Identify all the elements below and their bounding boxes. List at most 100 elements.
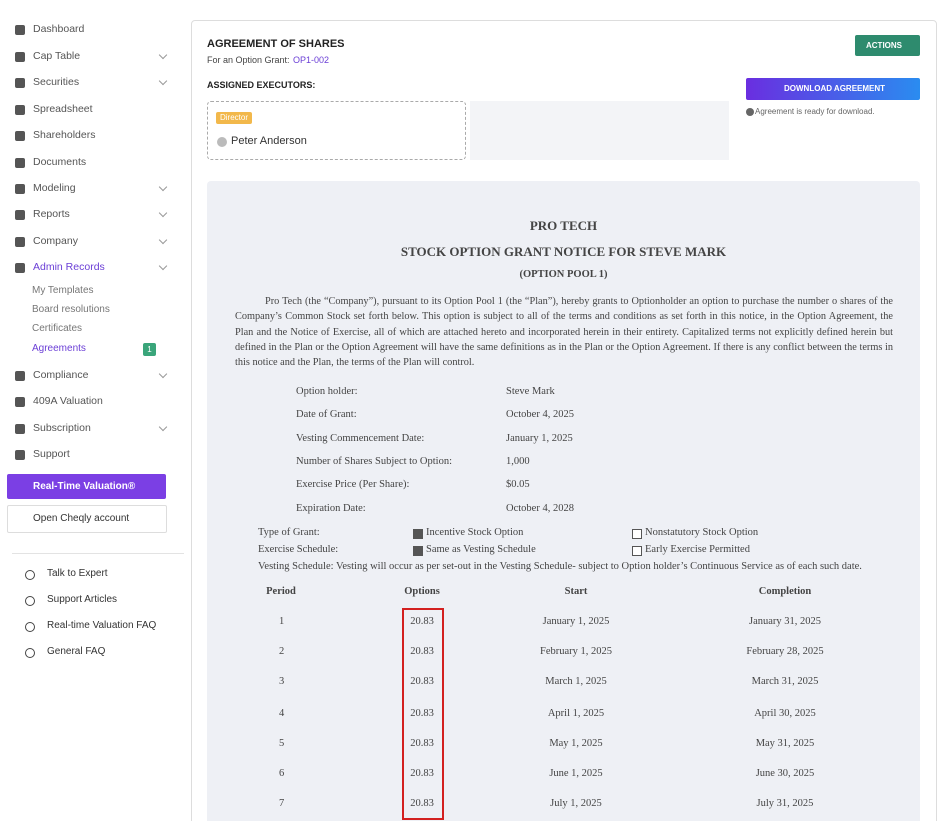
main-card — [191, 20, 937, 821]
help-link[interactable]: Talk to Expert — [47, 568, 108, 579]
role-badge: Director — [216, 112, 253, 124]
chevron — [158, 422, 168, 432]
table-header: Start — [564, 586, 588, 597]
nav-item[interactable]: Support — [33, 448, 70, 460]
account-label[interactable]: Open Cheqly account — [33, 513, 130, 524]
field-value: 1,000 — [506, 456, 530, 467]
nav-item[interactable]: Modeling — [33, 182, 76, 194]
table-cell: 20.83 — [410, 738, 434, 749]
table-cell: 1 — [279, 616, 285, 627]
chevron — [158, 182, 168, 192]
nav-item[interactable]: Dashboard — [33, 23, 85, 35]
doc-company: PRO TECH — [529, 218, 598, 233]
checkbox-label: Early Exercise Permitted — [645, 544, 750, 555]
field-value: $0.05 — [506, 479, 530, 490]
table-cell: 2 — [279, 646, 285, 657]
nav-icon — [15, 371, 25, 381]
page-title: AGREEMENT OF SHARES — [207, 38, 345, 50]
table-cell: April 1, 2025 — [547, 708, 605, 719]
chevron — [158, 50, 168, 60]
checkbox[interactable] — [632, 529, 642, 539]
field-value: Steve Mark — [506, 386, 555, 397]
table-cell: 3 — [279, 676, 285, 687]
nav-item[interactable]: Reports — [33, 208, 70, 220]
doc-pool: (OPTION POOL 1) — [519, 269, 608, 280]
actions-button[interactable] — [855, 35, 920, 56]
account-button[interactable] — [7, 505, 167, 533]
grant-id[interactable]: OP1-002 — [293, 55, 330, 65]
field-label: Option holder: — [296, 386, 358, 397]
table-cell: January 31, 2025 — [748, 616, 822, 627]
checkbox[interactable] — [632, 546, 642, 556]
field-label: Exercise Price (Per Share): — [296, 479, 410, 490]
actions-label[interactable]: ACTIONS — [866, 41, 902, 50]
field-value: October 4, 2025 — [506, 409, 574, 420]
nav-item[interactable]: Admin Records — [33, 261, 105, 273]
table-cell: February 1, 2025 — [539, 646, 613, 657]
vesting-text: Vesting Schedule: Vesting will occur as … — [258, 561, 862, 572]
chevron — [158, 369, 168, 379]
nav-item[interactable]: Spreadsheet — [33, 103, 93, 115]
submenu-item[interactable]: Certificates — [32, 323, 83, 334]
field-label: Date of Grant: — [296, 409, 357, 420]
table-cell: February 28, 2025 — [746, 646, 824, 657]
nav-item[interactable]: Shareholders — [33, 129, 96, 141]
table-header: Period — [266, 586, 296, 597]
submenu-item[interactable]: Board resolutions — [32, 304, 110, 315]
checkbox[interactable] — [413, 546, 423, 556]
checkbox[interactable] — [413, 529, 423, 539]
table-cell: March 31, 2025 — [751, 676, 819, 687]
nav-item[interactable]: Documents — [33, 156, 87, 168]
download-button[interactable] — [746, 78, 920, 100]
table-cell: June 1, 2025 — [549, 768, 603, 779]
checkbox-label: Same as Vesting Schedule — [426, 544, 536, 555]
table-cell: 20.83 — [410, 708, 434, 719]
help-icon — [25, 570, 35, 580]
chevron — [158, 208, 168, 218]
grant-label: Type of Grant: — [258, 527, 320, 538]
table-cell: 20.83 — [410, 616, 434, 627]
download-note: Agreement is ready for download. — [755, 107, 875, 116]
executor-box — [207, 101, 466, 160]
doc-title: STOCK OPTION GRANT NOTICE FOR STEVE MARK — [400, 244, 727, 259]
sidebar-divider — [12, 553, 184, 554]
table-header: Options — [404, 586, 440, 597]
badge: 1 — [143, 343, 156, 356]
table-cell: 5 — [279, 738, 285, 749]
submenu-item[interactable]: Agreements — [32, 343, 86, 354]
nav-item[interactable]: Cap Table — [33, 50, 81, 62]
nav-icon — [15, 131, 25, 141]
field-value: October 4, 2028 — [506, 503, 574, 514]
nav-item[interactable]: 409A Valuation — [33, 395, 103, 407]
table-cell: May 1, 2025 — [549, 738, 603, 749]
table-cell: July 31, 2025 — [756, 798, 814, 809]
document-area — [207, 181, 920, 821]
nav-icon — [15, 25, 25, 35]
help-link[interactable]: Real-time Valuation FAQ — [47, 620, 157, 631]
table-cell: 4 — [279, 708, 285, 719]
help-icon — [25, 622, 35, 632]
valuation-label[interactable]: Real-Time Valuation® — [33, 481, 136, 492]
nav-icon — [15, 237, 25, 247]
download-label[interactable]: DOWNLOAD AGREEMENT — [784, 84, 886, 93]
help-link[interactable]: General FAQ — [47, 646, 106, 657]
field-label: Vesting Commencement Date: — [296, 433, 425, 444]
nav-icon — [15, 52, 25, 62]
nav-item[interactable]: Subscription — [33, 422, 91, 434]
nav-icon — [15, 263, 25, 273]
nav-item[interactable]: Compliance — [33, 369, 89, 381]
table-cell: April 30, 2025 — [754, 708, 816, 719]
submenu-item[interactable]: My Templates — [32, 285, 94, 296]
checkbox-label: Nonstatutory Stock Option — [645, 527, 759, 538]
nav-item[interactable]: Company — [33, 235, 78, 247]
table-cell: July 1, 2025 — [550, 798, 602, 809]
nav-item[interactable]: Securities — [33, 76, 80, 88]
table-cell: January 1, 2025 — [542, 616, 610, 627]
avatar — [217, 137, 227, 147]
valuation-button[interactable] — [7, 474, 166, 499]
options-highlight — [402, 608, 444, 820]
help-link[interactable]: Support Articles — [47, 594, 118, 605]
help-icon — [25, 648, 35, 658]
executor-name: Peter Anderson — [231, 135, 307, 147]
